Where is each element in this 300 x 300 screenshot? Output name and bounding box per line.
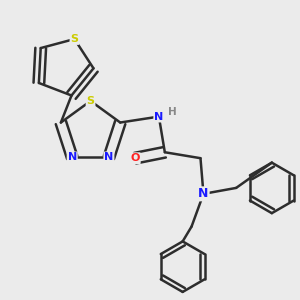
Text: N: N [154,112,164,122]
Text: H: H [168,107,177,117]
Text: N: N [68,152,77,162]
Text: N: N [198,188,208,200]
Text: N: N [104,152,113,162]
Text: S: S [87,96,94,106]
Text: O: O [130,153,140,163]
Text: S: S [70,34,79,44]
